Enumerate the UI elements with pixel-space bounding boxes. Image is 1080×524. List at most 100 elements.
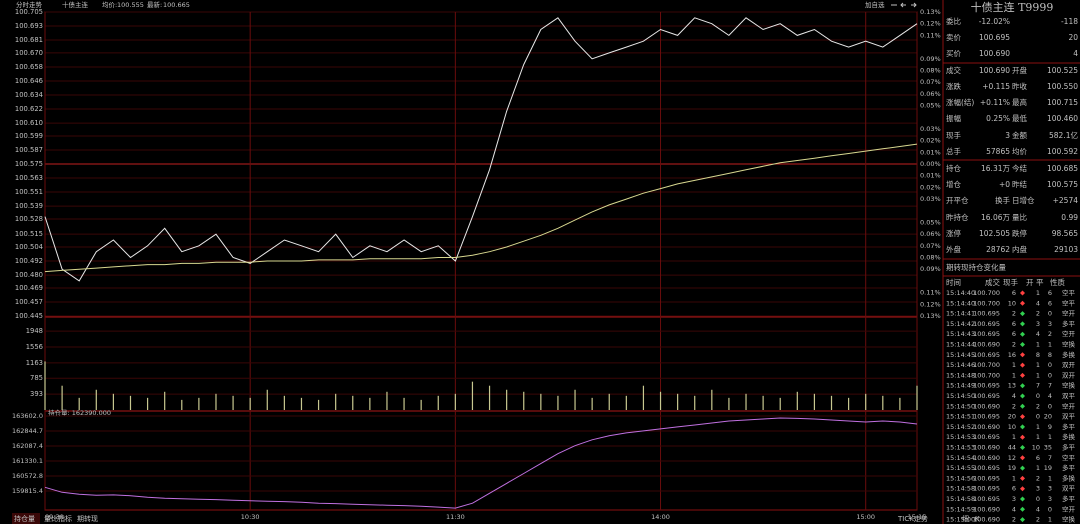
y2-tick-label: 0.03%: [920, 125, 941, 133]
volume-bar: [642, 385, 645, 410]
bottom-button[interactable]: 细: [962, 514, 969, 523]
trade-diamond: [1020, 403, 1025, 409]
trade-cell: 1: [1036, 464, 1040, 472]
y-tick-label: 100.705: [15, 8, 43, 16]
trade-cell: 20: [1008, 413, 1016, 421]
bottom-button[interactable]: TICK走势: [897, 514, 928, 523]
trade-cell: 空平: [1062, 298, 1076, 307]
trade-cell: 100.695: [973, 495, 1000, 503]
volume-bar: [386, 391, 388, 410]
icon-right: [911, 2, 917, 8]
trade-cell: 100.695: [973, 474, 1000, 482]
add-favorite[interactable]: 加自选: [865, 0, 885, 9]
volume-bar: [232, 395, 234, 410]
trade-cell: 多平: [1062, 319, 1076, 328]
trade-cell: 2: [1048, 330, 1052, 338]
y2-tick-label: 0.02%: [920, 137, 941, 145]
volume-bar: [437, 395, 439, 410]
bottom-tab[interactable]: 持仓量: [14, 514, 35, 523]
volume-bar: [471, 381, 474, 410]
volume-bar: [266, 389, 268, 410]
volume-bar: [745, 393, 747, 410]
volume-bar: [506, 389, 508, 410]
volume-bar: [317, 399, 320, 410]
quote-cell: 0.25%: [986, 114, 1010, 123]
trade-cell: 2: [1012, 341, 1016, 349]
trade-cell: 100.700: [973, 361, 1000, 369]
trade-cell: 0: [1036, 392, 1040, 400]
y2-tick-label: 0.09%: [920, 265, 941, 273]
trade-cell: 10: [1008, 299, 1016, 307]
trade-cell: 空平: [1062, 453, 1076, 462]
quote-cell: 金额: [1012, 130, 1028, 140]
quote-cell: 100.690: [979, 49, 1010, 58]
trade-cell: 空平: [1062, 288, 1076, 297]
y-tick-label: 100.681: [15, 36, 43, 44]
bottom-tab[interactable]: 期转现: [77, 514, 98, 523]
y2-tick-label: 0.12%: [920, 300, 941, 308]
volume-bar: [557, 395, 559, 410]
trade-cell: 100.695: [973, 351, 1000, 359]
trade-cell: 0: [1036, 495, 1040, 503]
quote-cell: 0.99: [1061, 213, 1078, 222]
price-line: [44, 17, 918, 282]
trades-header: 性质: [1050, 277, 1066, 287]
icon-left: [900, 2, 906, 8]
trade-cell: 4: [1048, 392, 1052, 400]
trades-header: 开: [1026, 278, 1034, 287]
trade-cell: 1: [1012, 361, 1016, 369]
y2-tick-label: 0.03%: [920, 195, 941, 203]
quote-cell: 57865: [986, 147, 1010, 156]
trade-cell: 15:14:45: [946, 351, 975, 359]
quote-cell: 最低: [1012, 113, 1028, 123]
trade-diamond: [1020, 434, 1025, 440]
quote-cell: 4: [1073, 49, 1078, 58]
quote-cell: 涨停: [946, 228, 961, 238]
trade-cell: 15:14:53: [946, 444, 975, 452]
volume-bar: [711, 389, 713, 410]
quote-cell: 20: [1068, 33, 1078, 42]
trades-header: 时间: [946, 277, 961, 287]
trade-diamond: [1020, 517, 1025, 523]
quote-cell: 委比: [946, 16, 961, 26]
quote-cell: 成交: [946, 65, 961, 75]
y-tick-label: 100.658: [15, 63, 43, 71]
trade-cell: 7: [1036, 382, 1040, 390]
quote-cell: 昨结: [1012, 179, 1028, 189]
trade-cell: 1: [1012, 371, 1016, 379]
volume-bar: [198, 397, 200, 410]
volume-bar: [591, 397, 593, 410]
trade-cell: 100.695: [973, 413, 1000, 421]
quote-cell: 涨跌: [946, 81, 961, 91]
active-tab-bg: [12, 513, 40, 524]
y-tick-label: 100.457: [15, 298, 43, 306]
volume-bar: [540, 393, 542, 410]
trade-cell: 15:14:58: [946, 495, 975, 503]
trade-diamond: [1020, 362, 1025, 368]
y-tick-label: 100.528: [15, 215, 43, 223]
trade-diamond: [1020, 475, 1025, 481]
volume-bar: [454, 393, 456, 410]
volume-bar: [112, 393, 114, 410]
quote-cell: 卖价: [946, 33, 961, 42]
quote-cell: 3: [1005, 131, 1010, 140]
trade-diamond: [1020, 311, 1025, 317]
quote-cell: 100.715: [1047, 98, 1078, 107]
trade-cell: 15:15:00: [946, 516, 975, 524]
trade-cell: 12: [1008, 454, 1016, 462]
bottom-tab[interactable]: 量比指标: [44, 514, 72, 523]
header-text: 最新:: [147, 0, 162, 9]
trade-cell: 多平: [1062, 463, 1076, 472]
trade-cell: 空开: [1062, 504, 1076, 513]
bottom-button[interactable]: K: [975, 515, 980, 523]
trade-cell: 1: [1036, 341, 1040, 349]
trade-cell: 15:14:55: [946, 464, 975, 472]
trade-cell: 8: [1048, 351, 1052, 359]
trade-cell: 16: [1008, 351, 1016, 359]
trade-cell: 4: [1036, 505, 1040, 513]
trade-cell: 7: [1048, 382, 1052, 390]
x-tick-label: 15:00: [856, 513, 875, 521]
volume-bar: [625, 395, 627, 410]
quote-cell: 100.460: [1047, 114, 1078, 123]
header-text: 分时走势: [16, 0, 43, 9]
